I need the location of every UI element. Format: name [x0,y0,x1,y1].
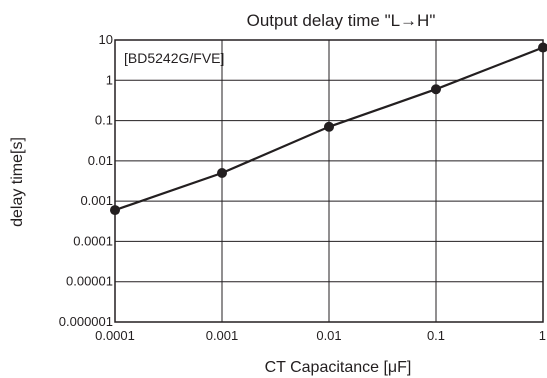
data-point [324,121,334,132]
data-point [217,167,227,178]
y-axis-label: delay time[s] [9,137,26,227]
data-point [538,42,547,53]
x-tick-label: 1 [539,328,546,343]
series [110,42,547,216]
y-tick-label: 10 [99,32,113,47]
x-tick-label: 0.001 [206,328,239,343]
grid [114,39,544,323]
data-point [431,84,441,95]
chart-annotation: [BD5242G/FVE] [124,50,224,66]
data-point [110,205,120,216]
y-tick-label: 1 [106,72,113,87]
x-tick-label: 0.1 [427,328,445,343]
y-tick-label: 0.00001 [66,274,113,289]
plot-frame [114,39,544,323]
y-tick-labels: 10 1 0.1 0.01 0.001 0.0001 0.00001 0.000001 [59,32,113,329]
x-axis-label: CT Capacitance [μF] [265,359,412,376]
x-tick-label: 0.0001 [95,328,135,343]
y-tick-label: 0.000001 [59,314,113,329]
y-tick-label: 0.01 [88,153,113,168]
chart-title: Output delay time "L→H" [247,11,436,30]
x-tick-label: 0.01 [316,328,341,343]
x-tick-labels: 0.0001 0.001 0.01 0.1 1 [95,328,546,343]
y-tick-label: 0.001 [80,193,113,208]
y-tick-label: 0.1 [95,113,113,128]
y-tick-label: 0.0001 [73,233,113,248]
